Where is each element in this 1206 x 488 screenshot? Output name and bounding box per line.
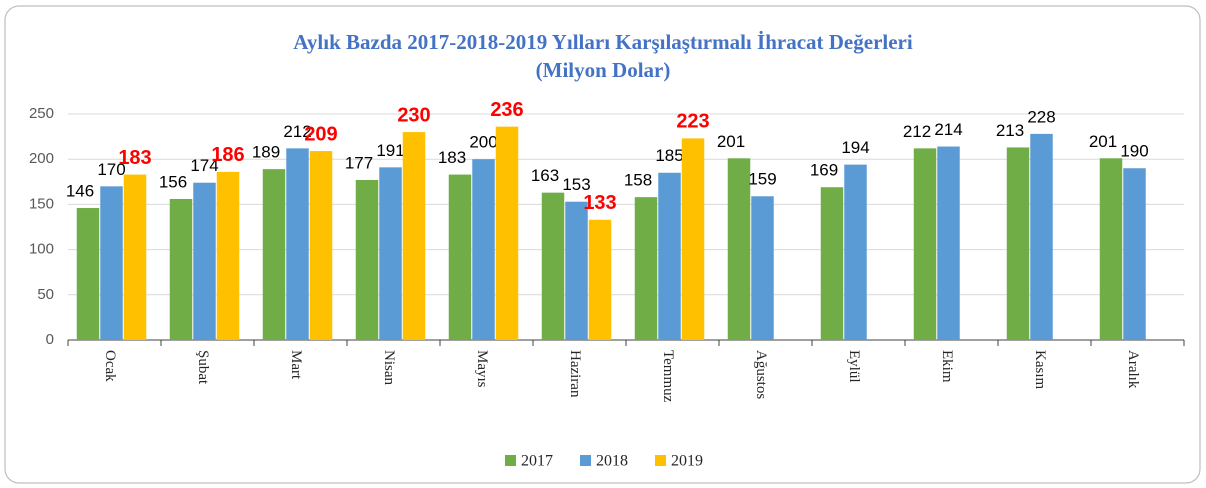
data-label: 183 <box>438 148 466 167</box>
bar <box>448 174 472 340</box>
y-tick-label: 0 <box>46 331 54 348</box>
bar <box>541 192 565 340</box>
data-label: 156 <box>159 172 187 191</box>
y-tick-label: 150 <box>29 195 54 212</box>
bar <box>76 208 100 340</box>
x-tick-label: Mayıs <box>474 350 490 388</box>
bar <box>844 164 867 340</box>
data-label: 194 <box>841 138 869 157</box>
x-tick-label: Haziran <box>567 350 583 398</box>
data-label: 163 <box>531 166 559 185</box>
bar <box>937 146 960 340</box>
bar <box>1006 147 1030 340</box>
data-label: 223 <box>676 111 709 133</box>
data-label: 209 <box>304 123 337 145</box>
bar <box>681 138 705 340</box>
data-label: 212 <box>283 122 311 141</box>
y-tick-label: 100 <box>29 241 54 258</box>
legend-label: 2017 <box>521 453 553 470</box>
x-tick-label: Mart <box>288 350 304 380</box>
legend-label: 2019 <box>671 453 703 470</box>
data-label: 212 <box>903 122 931 141</box>
data-label: 169 <box>810 161 838 180</box>
data-label: 170 <box>97 160 125 179</box>
bar <box>1123 168 1146 340</box>
data-label: 191 <box>376 141 404 160</box>
data-label: 230 <box>397 104 430 126</box>
data-label: 228 <box>1027 107 1055 126</box>
x-tick-label: Ocak <box>102 350 118 382</box>
bar <box>216 171 240 340</box>
y-tick-label: 200 <box>29 150 54 167</box>
bar <box>379 167 402 340</box>
bar <box>495 126 519 340</box>
data-label: 146 <box>66 182 94 201</box>
y-tick-label: 50 <box>37 286 54 303</box>
data-label: 200 <box>469 133 497 152</box>
x-tick-label: Ekim <box>939 350 955 383</box>
x-tick-label: Nisan <box>381 350 397 385</box>
x-tick-label: Şubat <box>195 350 211 385</box>
data-label: 185 <box>655 146 683 165</box>
bar <box>751 196 774 340</box>
data-label: 236 <box>490 99 523 121</box>
bar <box>913 148 937 340</box>
x-tick-label: Aralık <box>1125 350 1141 389</box>
bar <box>1099 158 1123 340</box>
x-tick-label: Temmuz <box>660 350 676 403</box>
bar <box>565 201 588 340</box>
data-label: 201 <box>717 132 745 151</box>
data-label: 159 <box>748 170 776 189</box>
x-tick-label: Kasım <box>1032 350 1048 389</box>
data-label: 213 <box>996 121 1024 140</box>
legend-label: 2018 <box>596 453 628 470</box>
bar <box>472 159 495 340</box>
data-label: 158 <box>624 171 652 190</box>
chart-subtitle: (Milyon Dolar) <box>536 58 671 82</box>
bar <box>193 182 216 340</box>
data-label: 214 <box>934 120 962 139</box>
x-tick-label: Eylül <box>846 350 862 383</box>
bar <box>402 132 426 340</box>
bar <box>286 148 309 340</box>
bar <box>309 151 333 340</box>
bar <box>100 186 123 340</box>
x-tick-label: Ağustos <box>753 350 769 399</box>
bar <box>634 197 658 340</box>
legend-swatch <box>505 455 516 466</box>
bar <box>355 179 379 340</box>
legend-swatch <box>580 455 591 466</box>
data-label: 189 <box>252 143 280 162</box>
bar <box>169 198 193 340</box>
data-label: 201 <box>1089 132 1117 151</box>
bar <box>820 187 844 340</box>
data-label: 190 <box>1120 142 1148 161</box>
data-label: 133 <box>583 192 616 214</box>
bar <box>588 219 612 340</box>
data-label: 177 <box>345 153 373 172</box>
bar <box>262 169 286 340</box>
bar <box>658 172 681 340</box>
chart-title: Aylık Bazda 2017-2018-2019 Yılları Karşı… <box>293 30 913 54</box>
data-label: 186 <box>211 144 244 166</box>
bar <box>123 174 147 340</box>
data-label: 183 <box>118 147 151 169</box>
y-tick-label: 250 <box>29 105 54 122</box>
bar <box>727 158 751 340</box>
data-label: 174 <box>190 156 218 175</box>
data-label: 153 <box>562 175 590 194</box>
bar <box>1030 133 1053 340</box>
legend-swatch <box>655 455 666 466</box>
